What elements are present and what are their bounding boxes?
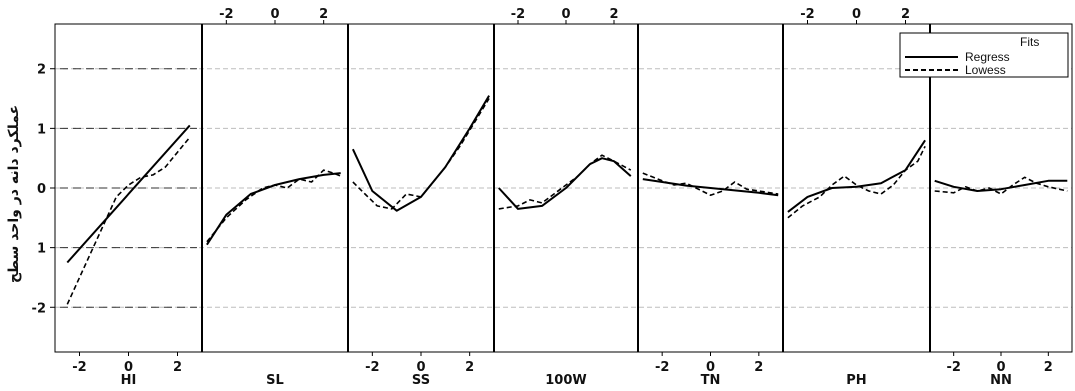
x-tick-label: -2 xyxy=(946,360,960,375)
panel-title: TN xyxy=(701,373,721,388)
plot-frame xyxy=(54,23,1073,353)
lowess-curve-hi xyxy=(66,136,191,305)
panel-title: HI xyxy=(121,373,137,388)
panel-title: SL xyxy=(266,373,284,388)
legend: Fits Regress Lowess xyxy=(899,32,1069,78)
x-tick-label: 2 xyxy=(319,7,328,22)
y-tick-label: 1 xyxy=(37,242,46,257)
regress-curve-tn xyxy=(642,178,779,197)
legend-regress-label: Regress xyxy=(965,50,1010,64)
x-tick-label: 2 xyxy=(465,360,474,375)
x-tick-label: 2 xyxy=(1044,360,1053,375)
legend-box xyxy=(899,32,1069,78)
x-tick-label: 0 xyxy=(996,360,1005,375)
x-tick-label: 2 xyxy=(173,360,182,375)
y-tick-label: 2 xyxy=(37,63,46,78)
x-tick-label: 0 xyxy=(270,7,279,22)
y-tick-label: 0 xyxy=(37,182,46,197)
x-tick-label: -2 xyxy=(511,7,525,22)
x-tick-label: 2 xyxy=(754,360,763,375)
regress-curve-ss xyxy=(351,95,490,212)
x-tick-label: 0 xyxy=(124,360,133,375)
regress-curve-hi xyxy=(66,124,191,264)
x-tick-label: 2 xyxy=(609,7,618,22)
lowess-curve-ph xyxy=(787,145,926,219)
panel-title: PH xyxy=(846,373,866,388)
x-tick-label: -2 xyxy=(800,7,814,22)
y-axis-label: عملکرد دانه در واحد سطح xyxy=(6,105,22,283)
x-tick-label: 0 xyxy=(561,7,570,22)
x-tick-label: 0 xyxy=(706,360,715,375)
chart-panels: 2 1 0 1 -2 -2 0 2 HI -2 0 2 SL -2 0 2 SS -2 0 2 100W -2 0 2 TN -2… xyxy=(32,7,1073,388)
regress-curve-nn xyxy=(934,179,1068,192)
x-tick-label: 0 xyxy=(416,360,425,375)
lowess-curve-tn xyxy=(642,172,779,196)
panel-title: 100W xyxy=(545,373,586,388)
regress-curve-ph xyxy=(787,139,926,213)
x-tick-label: -2 xyxy=(655,360,669,375)
lowess-curve-ss xyxy=(352,98,490,210)
regress-curve-sl xyxy=(206,172,341,246)
lowess-curve-sl xyxy=(206,169,342,243)
lowess-curve-100w xyxy=(498,154,632,210)
lowess-curve-nn xyxy=(934,176,1068,195)
legend-lowess-label: Lowess xyxy=(965,63,1006,77)
x-tick-label: 0 xyxy=(852,7,861,22)
x-tick-label: -2 xyxy=(72,360,86,375)
panel-title: NN xyxy=(990,373,1012,388)
x-tick-label: -2 xyxy=(219,7,233,22)
x-tick-label: -2 xyxy=(365,360,379,375)
regress-curve-100w xyxy=(498,157,632,210)
y-tick-label: -2 xyxy=(32,301,46,316)
panel-title: SS xyxy=(412,373,430,388)
legend-title: Fits xyxy=(1020,35,1039,49)
x-tick-label: 2 xyxy=(901,7,910,22)
y-tick-label: 1 xyxy=(37,122,46,137)
